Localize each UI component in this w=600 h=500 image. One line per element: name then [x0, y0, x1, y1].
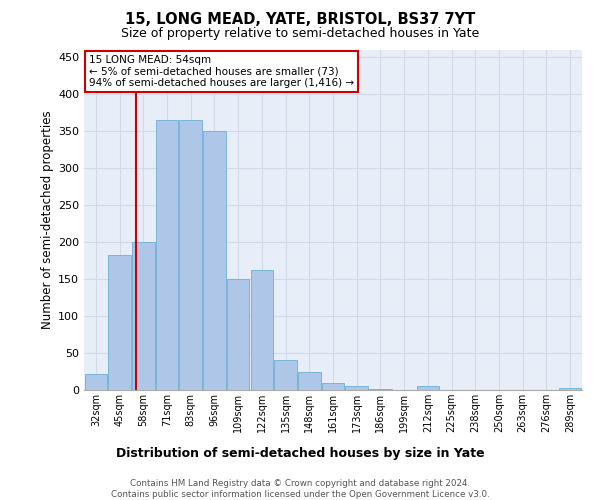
Text: 15, LONG MEAD, YATE, BRISTOL, BS37 7YT: 15, LONG MEAD, YATE, BRISTOL, BS37 7YT — [125, 12, 475, 28]
Bar — [132, 242, 155, 390]
Bar — [274, 360, 297, 390]
Y-axis label: Number of semi-detached properties: Number of semi-detached properties — [41, 110, 54, 330]
Bar — [203, 132, 226, 390]
Bar — [298, 372, 320, 390]
Bar — [156, 120, 178, 390]
Bar — [85, 374, 107, 390]
Bar — [559, 388, 581, 390]
Bar — [109, 254, 131, 390]
Bar — [369, 388, 392, 390]
Text: Contains public sector information licensed under the Open Government Licence v3: Contains public sector information licen… — [110, 490, 490, 499]
Text: Distribution of semi-detached houses by size in Yate: Distribution of semi-detached houses by … — [116, 448, 484, 460]
Bar — [346, 386, 368, 390]
Bar — [251, 270, 273, 390]
Text: Contains HM Land Registry data © Crown copyright and database right 2024.: Contains HM Land Registry data © Crown c… — [130, 479, 470, 488]
Bar — [416, 386, 439, 390]
Text: Size of property relative to semi-detached houses in Yate: Size of property relative to semi-detach… — [121, 28, 479, 40]
Bar — [179, 120, 202, 390]
Text: 15 LONG MEAD: 54sqm
← 5% of semi-detached houses are smaller (73)
94% of semi-de: 15 LONG MEAD: 54sqm ← 5% of semi-detache… — [89, 55, 354, 88]
Bar — [322, 382, 344, 390]
Bar — [227, 279, 250, 390]
